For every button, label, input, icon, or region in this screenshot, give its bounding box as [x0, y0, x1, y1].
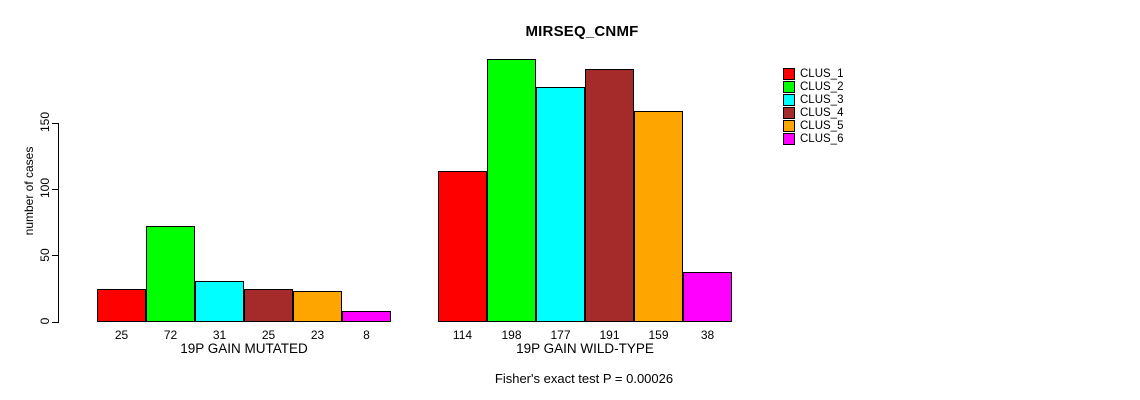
- y-axis-tick: [52, 255, 58, 257]
- bar-value-label: 198: [501, 328, 522, 342]
- bar: [438, 171, 487, 322]
- bar: [293, 291, 342, 322]
- y-axis-tick: [52, 122, 58, 124]
- y-tick-label: 100: [38, 178, 52, 199]
- bar: [244, 289, 293, 322]
- fisher-test-annotation: Fisher's exact test P = 0.00026: [494, 371, 674, 386]
- bar-value-label: 191: [599, 328, 620, 342]
- bar-value-label: 159: [648, 328, 669, 342]
- bar: [146, 226, 195, 322]
- bar-value-label: 114: [452, 328, 473, 342]
- legend-label: CLUS_5: [800, 120, 844, 132]
- legend-swatch-icon: [783, 133, 795, 145]
- legend-swatch-icon: [783, 120, 795, 132]
- y-tick-label: 0: [38, 317, 52, 325]
- legend-swatch-icon: [783, 94, 795, 106]
- group-label: 19P GAIN MUTATED: [180, 341, 308, 356]
- y-axis-tick: [52, 321, 58, 323]
- bar: [97, 289, 146, 322]
- bar-value-label: 23: [310, 328, 325, 342]
- bar: [536, 87, 585, 322]
- bar-value-label: 177: [550, 328, 571, 342]
- bar-value-label: 8: [363, 328, 370, 342]
- bar-value-label: 25: [114, 328, 129, 342]
- legend-label: CLUS_6: [800, 133, 844, 145]
- legend-label: CLUS_2: [800, 81, 844, 93]
- legend-swatch-icon: [783, 68, 795, 80]
- bar: [683, 272, 732, 322]
- y-tick-label: 50: [38, 247, 52, 262]
- bar-value-label: 72: [163, 328, 178, 342]
- bar: [585, 69, 634, 322]
- legend-label: CLUS_3: [800, 94, 844, 106]
- group-label: 19P GAIN WILD-TYPE: [516, 341, 654, 356]
- y-tick-label: 150: [38, 111, 52, 133]
- y-axis-label: number of cases: [22, 146, 36, 236]
- y-axis-line: [58, 123, 59, 323]
- bar-value-label: 38: [700, 328, 715, 342]
- legend-label: CLUS_1: [800, 68, 844, 80]
- bar-value-label: 25: [261, 328, 276, 342]
- bar: [195, 281, 244, 322]
- bar-value-label: 31: [212, 328, 227, 342]
- y-axis-tick: [52, 188, 58, 190]
- legend-label: CLUS_4: [800, 107, 844, 119]
- bar: [634, 111, 683, 322]
- bar: [487, 59, 536, 322]
- chart-title: MIRSEQ_CNMF: [525, 23, 639, 40]
- legend-swatch-icon: [783, 81, 795, 93]
- legend-swatch-icon: [783, 107, 795, 119]
- bar: [342, 311, 391, 322]
